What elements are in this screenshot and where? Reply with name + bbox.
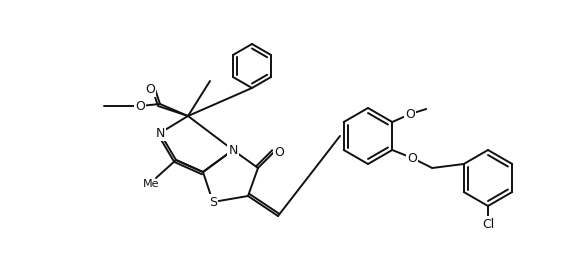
Text: O: O [145, 83, 155, 96]
Text: O: O [135, 100, 145, 113]
Text: N: N [229, 143, 238, 157]
Text: O: O [407, 152, 417, 165]
Text: Cl: Cl [482, 217, 494, 230]
Text: N: N [155, 126, 165, 140]
Text: S: S [209, 195, 217, 208]
Text: O: O [405, 108, 415, 120]
Text: O: O [274, 145, 284, 158]
Text: Me: Me [143, 179, 160, 189]
